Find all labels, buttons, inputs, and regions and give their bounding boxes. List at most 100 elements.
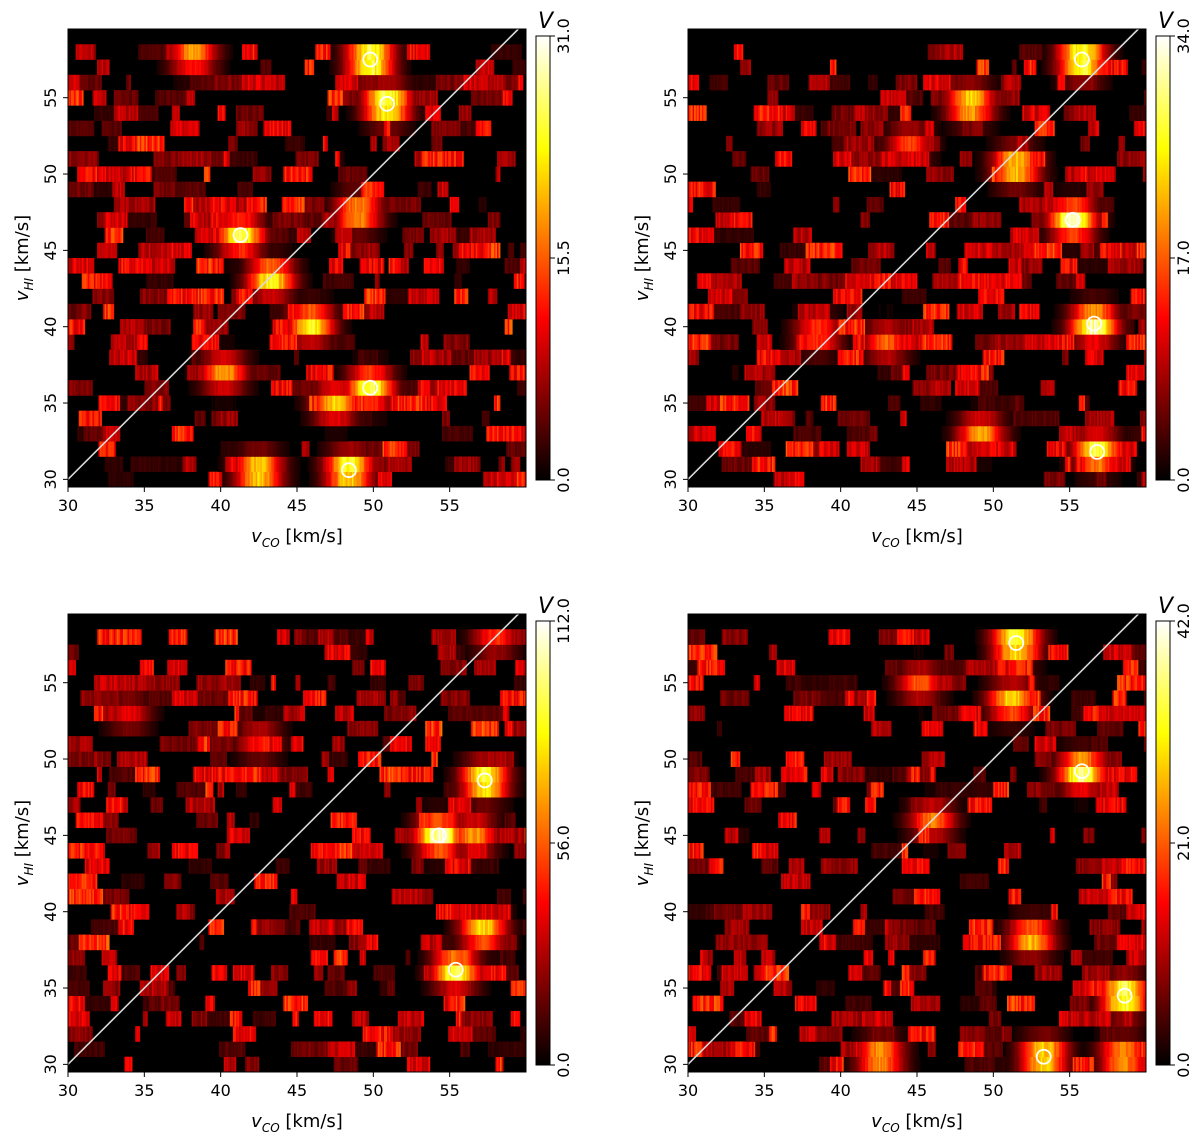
heatmap-cell [379,410,382,427]
heatmap-cell [347,471,350,488]
heatmap-cell [394,380,397,396]
heatmap-cell [480,364,483,381]
heatmap-cell [77,425,80,442]
heatmap-cell [507,441,510,457]
heatmap-cell [312,471,315,488]
heatmap-cell [220,471,223,488]
heatmap-cell [225,456,228,473]
heatmap-cell [428,44,431,60]
heatmap-cell [235,380,238,396]
heatmap-cell [397,456,400,473]
colorbar-tick-label: 15.5 [554,240,573,276]
heatmap-cell [448,425,451,442]
heatmap-cell [297,395,299,411]
heatmap-cell [258,364,261,381]
heatmap-cell [521,364,524,381]
heatmap-cell [359,364,362,381]
heatmap-cell [116,425,119,442]
heatmap-cell [515,456,518,473]
heatmap-cell [338,471,341,488]
heatmap-cell [124,471,127,488]
heatmap-cell [322,410,325,427]
heatmap-cell [190,380,193,396]
heatmap-cell [92,258,95,274]
heatmap-cell [269,456,272,473]
heatmap-cell [281,380,284,396]
heatmap-cell [330,364,333,381]
heatmap-cell [351,441,354,457]
heatmap-cell [269,441,272,457]
heatmap-cell [191,380,194,396]
heatmap-cell [382,303,385,320]
heatmap-cell [339,364,342,381]
heatmap-cell [411,380,414,396]
heatmap-cell [281,441,284,457]
heatmap-cell [191,364,194,381]
heatmap-cell [319,456,322,473]
heatmap-cell [326,135,328,152]
heatmap-cell [289,380,292,396]
heatmap-cell [429,395,432,411]
heatmap-cell [318,380,321,396]
heatmap-cell [190,456,193,473]
heatmap-cell [289,120,292,137]
heatmap-cell [390,395,393,411]
heatmap-cell [443,380,446,396]
heatmap-cell [387,349,389,366]
heatmap-cell [313,364,316,381]
heatmap-cell [478,456,481,473]
heatmap-cell [330,456,333,473]
heatmap-cell [367,364,370,381]
heatmap-cell [89,303,92,320]
heatmap-cell [477,456,480,473]
heatmap-cell [271,380,273,396]
heatmap-cell [235,349,238,366]
heatmap-cell [384,181,386,198]
heatmap-cell [362,441,365,457]
heatmap-cell [197,410,200,427]
heatmap-cell [237,349,240,366]
heatmap-cell [319,395,322,411]
heatmap-cell [121,471,124,488]
heatmap-cell [353,364,356,381]
heatmap-cell [492,59,495,76]
heatmap-cell [504,425,507,442]
heatmap-cell [373,410,376,427]
heatmap-cell [837,441,840,457]
heatmap-cell [228,59,231,76]
heatmap-cell [251,181,254,198]
heatmap-cell [145,334,148,350]
heatmap-cell [524,425,527,442]
heatmap-cell [226,471,229,488]
heatmap-cell [235,471,238,488]
heatmap-cell [180,425,183,442]
heatmap-cell [122,395,125,411]
heatmap-cell [333,380,336,396]
heatmap-cell [263,364,266,381]
heatmap-cell [487,425,490,442]
heatmap-cell [194,380,197,396]
heatmap-cell [768,441,771,457]
heatmap-cell [377,380,380,396]
heatmap-cell [338,364,341,381]
heatmap-cell [75,380,78,396]
heatmap-cell [510,456,513,473]
heatmap-cell [319,441,322,457]
heatmap-cell [321,456,324,473]
heatmap-cell [475,364,478,381]
heatmap-cell [234,380,237,396]
heatmap-cell [258,456,261,473]
heatmap-cell [162,227,165,244]
heatmap-cell [409,59,412,76]
heatmap-cell [303,410,305,427]
heatmap-cell [353,334,356,350]
heatmap-cell [153,196,156,213]
heatmap-cell [373,471,376,488]
heatmap-cell [251,471,254,488]
heatmap-cell [132,349,134,366]
heatmap-cell [316,364,319,381]
heatmap-cell [98,395,101,411]
heatmap-cell [298,395,301,411]
heatmap-cell [292,380,295,396]
heatmap-cell [367,441,370,457]
